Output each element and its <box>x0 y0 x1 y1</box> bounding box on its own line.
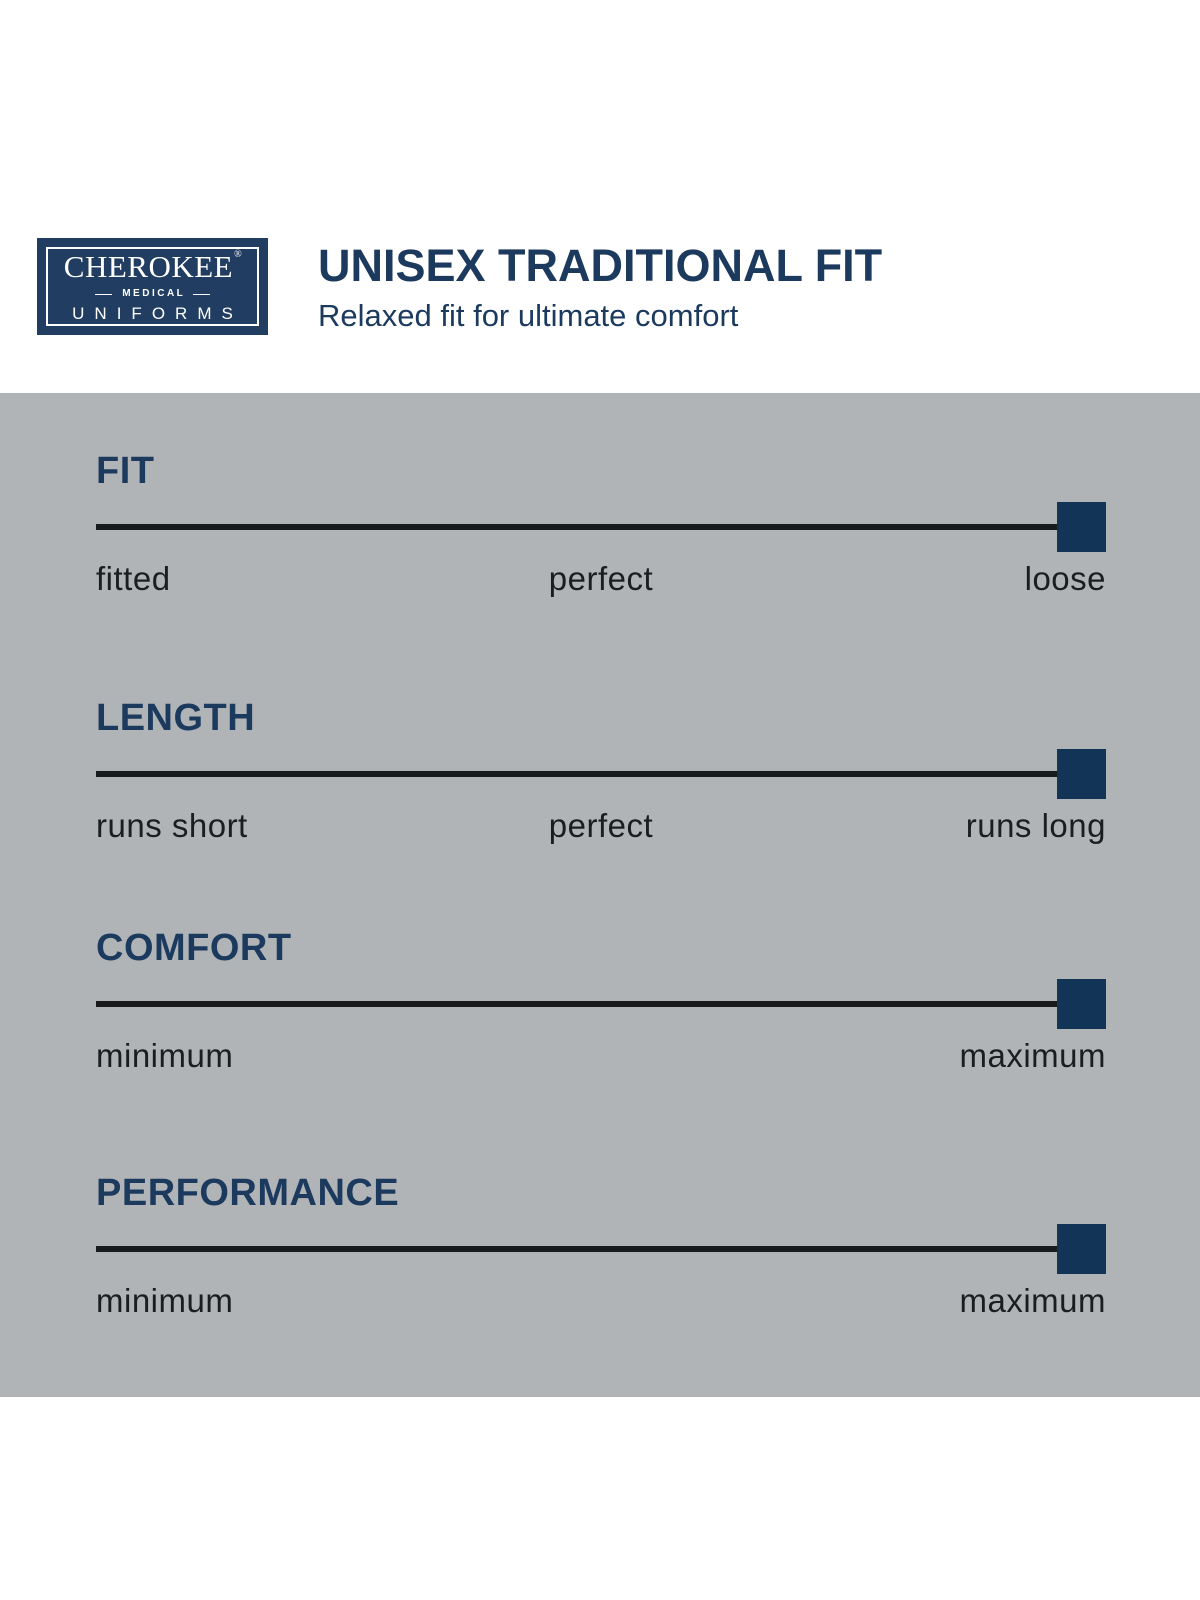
logo-inner-border <box>46 247 259 326</box>
slider-heading-fit: FIT <box>96 450 155 492</box>
slider-marker <box>1057 1224 1106 1274</box>
fit-attributes-panel: FIT fitted perfect loose LENGTH runs sho… <box>0 393 1200 1397</box>
slider-track <box>96 749 1106 799</box>
logo-division-text: MEDICAL <box>122 288 186 299</box>
slider-labels: fitted perfect loose <box>96 560 1106 602</box>
slider-heading-performance: PERFORMANCE <box>96 1172 400 1214</box>
slider-label-center: perfect <box>548 560 654 597</box>
length-slider-row: LENGTH runs short perfect runs long <box>96 699 1106 859</box>
dash-line <box>94 293 112 295</box>
slider-marker <box>1057 979 1106 1029</box>
page-subtitle: Relaxed fit for ultimate comfort <box>318 298 739 333</box>
slider-label-left: runs short <box>96 807 248 844</box>
performance-slider-row: PERFORMANCE minimum maximum <box>96 1174 1106 1334</box>
logo-brand-name: CHEROKEE® <box>63 249 243 284</box>
fit-slider-row: FIT fitted perfect loose <box>96 452 1106 612</box>
page-title: UNISEX TRADITIONAL FIT <box>318 240 883 291</box>
slider-label-left: minimum <box>96 1282 234 1319</box>
dash-line <box>193 293 211 295</box>
slider-line <box>96 524 1106 530</box>
slider-track <box>96 502 1106 552</box>
slider-labels: runs short perfect runs long <box>96 807 1106 849</box>
slider-line <box>96 771 1106 777</box>
cherokee-logo: CHEROKEE® MEDICAL UNIFORMS <box>37 238 268 335</box>
logo-product-line-text: UNIFORMS <box>72 304 243 323</box>
slider-labels: minimum maximum <box>96 1037 1106 1079</box>
comfort-slider-row: COMFORT minimum maximum <box>96 929 1106 1089</box>
slider-label-right: maximum <box>959 1037 1106 1074</box>
slider-heading-length: LENGTH <box>96 697 256 739</box>
registered-trademark-symbol: ® <box>234 249 243 260</box>
slider-label-left: fitted <box>96 560 171 597</box>
slider-labels: minimum maximum <box>96 1282 1106 1324</box>
slider-marker <box>1057 749 1106 799</box>
logo-brand-text: CHEROKEE <box>63 249 234 284</box>
slider-label-right: loose <box>1024 560 1106 597</box>
slider-track <box>96 1224 1106 1274</box>
slider-heading-comfort: COMFORT <box>96 927 292 969</box>
slider-label-left: minimum <box>96 1037 234 1074</box>
slider-marker <box>1057 502 1106 552</box>
slider-label-right: runs long <box>965 807 1106 844</box>
slider-label-center: perfect <box>548 807 654 844</box>
logo-division-row: MEDICAL <box>64 289 241 299</box>
slider-label-right: maximum <box>959 1282 1106 1319</box>
logo-content: CHEROKEE® MEDICAL UNIFORMS <box>63 249 243 323</box>
slider-line <box>96 1001 1106 1007</box>
slider-line <box>96 1246 1106 1252</box>
slider-track <box>96 979 1106 1029</box>
